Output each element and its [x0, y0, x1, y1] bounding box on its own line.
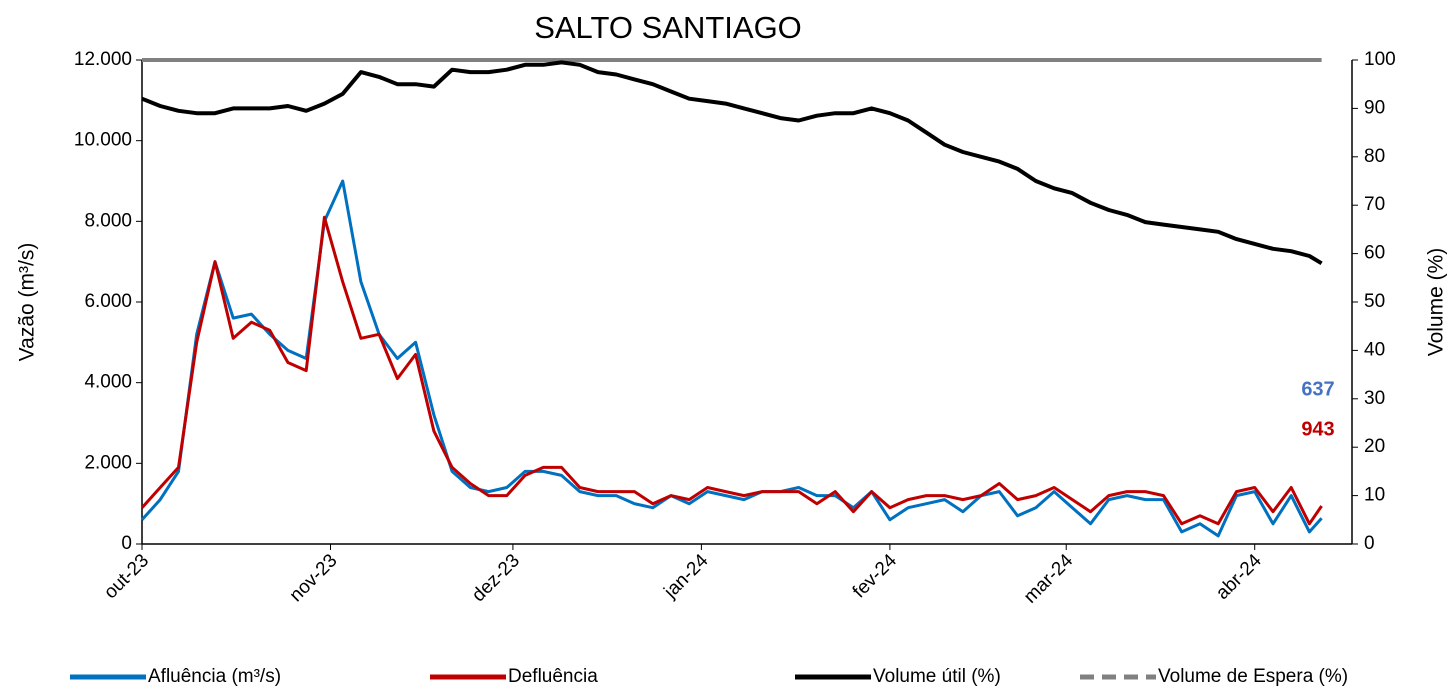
y-tick-label: 4.000 [84, 372, 132, 393]
y-tick-label: 6.000 [84, 291, 132, 312]
x-tick-label: nov-23 [286, 550, 342, 606]
y2-tick-label: 90 [1364, 97, 1385, 118]
y2-tick-label: 100 [1364, 49, 1396, 70]
series-line [140, 179, 1323, 538]
series-line [140, 215, 1323, 526]
legend-label: Volume útil (%) [873, 666, 1001, 687]
y2-tick-label: 30 [1364, 388, 1385, 409]
y2-tick-label: 20 [1364, 436, 1385, 457]
legend-label: Afluência (m³/s) [148, 666, 281, 687]
y-tick-label: 8.000 [84, 210, 132, 231]
y-tick-label: 10.000 [74, 130, 132, 151]
legend-label: Volume de Espera (%) [1158, 666, 1348, 687]
x-tick-label: abr-24 [1212, 550, 1266, 604]
annotation: 943 [1301, 418, 1334, 440]
y2-tick-label: 40 [1364, 339, 1385, 360]
y-tick-label: 12.000 [74, 49, 132, 70]
y-tick-label: 2.000 [84, 452, 132, 473]
y2-tick-label: 70 [1364, 194, 1385, 215]
x-tick-label: out-23 [100, 550, 153, 603]
y2-tick-label: 10 [1364, 485, 1385, 506]
y2-tick-label: 80 [1364, 146, 1385, 167]
y-tick-label: 0 [121, 533, 132, 554]
y2-tick-label: 60 [1364, 243, 1385, 264]
legend-label: Defluência [508, 666, 598, 687]
annotation: 637 [1301, 378, 1334, 400]
y-axis-label: Vazão (m³/s) [16, 243, 39, 362]
x-tick-label: jan-24 [660, 550, 713, 603]
x-tick-label: mar-24 [1020, 550, 1078, 608]
x-tick-label: dez-23 [468, 550, 524, 606]
chart-title: SALTO SANTIAGO [534, 10, 802, 45]
series-line [141, 60, 1323, 266]
y2-axis-label: Volume (%) [1425, 248, 1448, 357]
y2-tick-label: 50 [1364, 291, 1385, 312]
y2-tick-label: 0 [1364, 533, 1375, 554]
x-tick-label: fev-24 [849, 550, 901, 602]
